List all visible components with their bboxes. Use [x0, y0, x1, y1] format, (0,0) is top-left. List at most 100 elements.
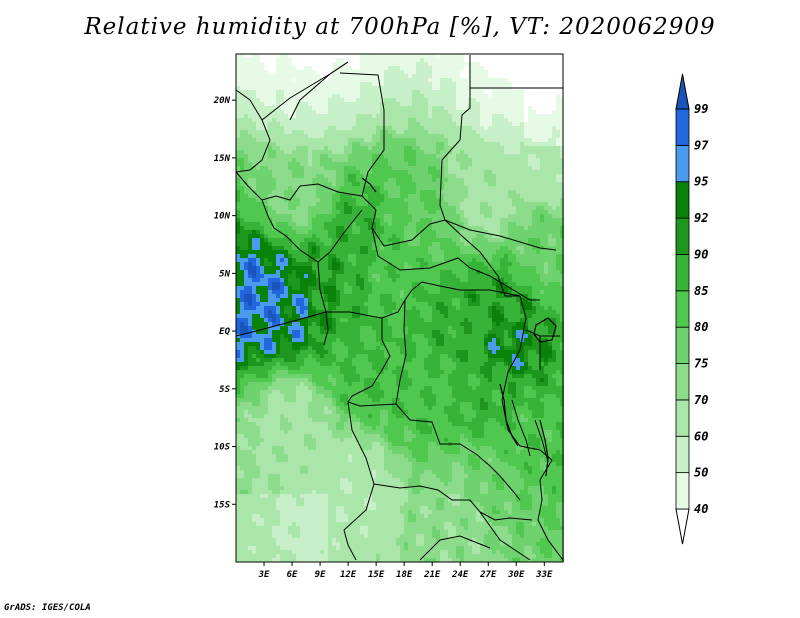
field-cell	[324, 274, 328, 278]
field-cell	[356, 182, 360, 186]
field-cell	[300, 450, 304, 454]
field-cell	[368, 542, 372, 546]
field-cell	[280, 330, 284, 334]
field-cell	[236, 450, 240, 454]
field-cell	[348, 218, 352, 222]
field-cell	[260, 338, 264, 342]
field-cell	[272, 370, 276, 374]
field-cell	[312, 106, 316, 110]
field-cell	[320, 410, 324, 414]
field-cell	[324, 502, 328, 506]
field-cell	[272, 130, 276, 134]
field-cell	[296, 398, 300, 402]
field-cell	[292, 74, 296, 78]
field-cell	[300, 378, 304, 382]
field-cell	[292, 446, 296, 450]
field-cell	[344, 370, 348, 374]
field-cell	[368, 450, 372, 454]
field-cell	[372, 558, 376, 562]
field-cell	[260, 410, 264, 414]
field-cell	[272, 178, 276, 182]
field-cell	[260, 530, 264, 534]
field-cell	[312, 442, 316, 446]
field-cell	[284, 286, 288, 290]
field-cell	[276, 182, 280, 186]
field-cell	[284, 526, 288, 530]
field-cell	[292, 366, 296, 370]
field-cell	[332, 110, 336, 114]
field-cell	[248, 454, 252, 458]
field-cell	[348, 526, 352, 530]
field-cell	[248, 122, 252, 126]
field-cell	[288, 506, 292, 510]
field-cell	[256, 318, 260, 322]
field-cell	[344, 550, 348, 554]
field-cell	[272, 422, 276, 426]
field-cell	[372, 202, 376, 206]
field-cell	[348, 550, 352, 554]
field-cell	[300, 438, 304, 442]
field-cell	[276, 238, 280, 242]
field-cell	[264, 278, 268, 282]
field-cell	[368, 70, 372, 74]
field-cell	[292, 462, 296, 466]
field-cell	[332, 558, 336, 562]
field-cell	[344, 114, 348, 118]
field-cell	[392, 286, 396, 290]
field-cell	[324, 90, 328, 94]
field-cell	[244, 342, 248, 346]
field-cell	[300, 534, 304, 538]
field-cell	[280, 202, 284, 206]
field-cell	[356, 366, 360, 370]
field-cell	[292, 326, 296, 330]
field-cell	[332, 478, 336, 482]
field-cell	[368, 410, 372, 414]
field-cell	[284, 258, 288, 262]
field-cell	[376, 390, 380, 394]
field-cell	[340, 298, 344, 302]
field-cell	[328, 390, 332, 394]
field-cell	[336, 114, 340, 118]
field-cell	[324, 222, 328, 226]
field-cell	[388, 474, 392, 478]
field-cell	[380, 222, 384, 226]
field-cell	[296, 138, 300, 142]
field-cell	[376, 194, 380, 198]
field-cell	[264, 554, 268, 558]
field-cell	[376, 526, 380, 530]
field-cell	[380, 214, 384, 218]
field-cell	[336, 546, 340, 550]
field-cell	[284, 262, 288, 266]
field-cell	[276, 550, 280, 554]
field-cell	[268, 250, 272, 254]
field-cell	[344, 170, 348, 174]
field-cell	[240, 290, 244, 294]
field-cell	[384, 150, 388, 154]
field-cell	[320, 338, 324, 342]
field-cell	[320, 138, 324, 142]
field-cell	[304, 558, 308, 562]
field-cell	[284, 490, 288, 494]
field-cell	[384, 430, 388, 434]
field-cell	[300, 430, 304, 434]
field-cell	[236, 214, 240, 218]
field-cell	[324, 394, 328, 398]
field-cell	[296, 394, 300, 398]
field-cell	[236, 342, 240, 346]
field-cell	[260, 534, 264, 538]
field-cell	[252, 302, 256, 306]
field-cell	[364, 266, 368, 270]
field-cell	[304, 542, 308, 546]
field-cell	[280, 170, 284, 174]
field-cell	[324, 490, 328, 494]
field-cell	[344, 558, 348, 562]
field-cell	[380, 66, 384, 70]
field-cell	[320, 354, 324, 358]
field-cell	[388, 250, 392, 254]
field-cell	[260, 558, 264, 562]
field-cell	[356, 290, 360, 294]
field-cell	[348, 234, 352, 238]
field-cell	[304, 230, 308, 234]
field-cell	[356, 418, 360, 422]
field-cell	[260, 366, 264, 370]
